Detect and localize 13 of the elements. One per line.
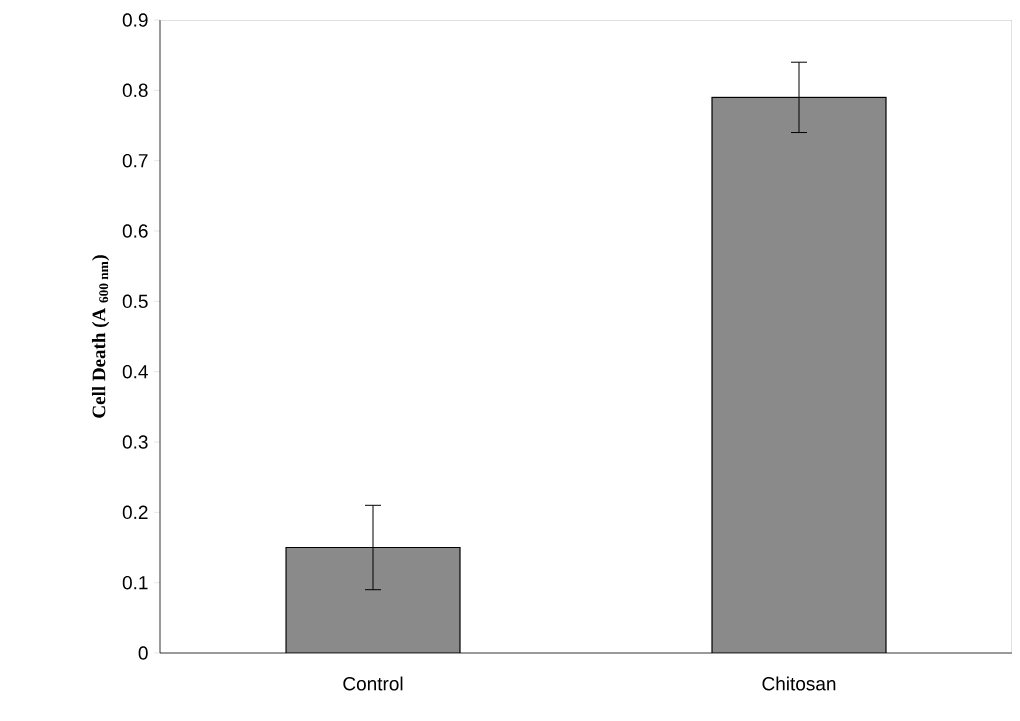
y-tick-label: 0.5 <box>122 294 148 309</box>
y-axis-title: Cell Death (A $_{600 nm}$) <box>91 255 110 418</box>
y-tick-label: 0.7 <box>122 153 148 168</box>
y-tick-label: 0.3 <box>122 435 148 449</box>
y-tick-label: 0.2 <box>122 505 148 520</box>
y-tick-label: 0.4 <box>122 364 148 379</box>
y-tick-label: 0.9 <box>122 13 148 27</box>
y-tick-label: 0.8 <box>122 83 148 98</box>
y-tick-label: 0 <box>138 646 148 660</box>
x-tick-label: Chitosan <box>762 676 836 691</box>
y-tick-label: 0.1 <box>122 575 148 590</box>
x-tick-label: Control <box>343 676 403 691</box>
y-tick-label: 0.6 <box>122 224 148 238</box>
